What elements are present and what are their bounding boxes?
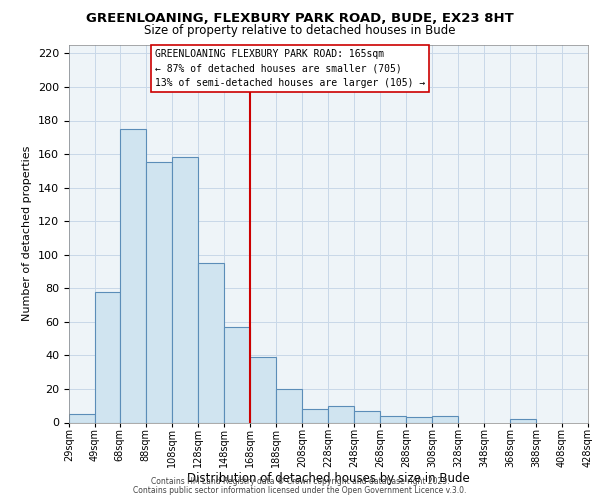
Bar [406, 418, 432, 422]
Bar [354, 411, 380, 422]
Bar [120, 129, 146, 422]
Bar [328, 406, 354, 422]
Y-axis label: Number of detached properties: Number of detached properties [22, 146, 32, 322]
Bar [95, 292, 120, 422]
Text: GREENLOANING, FLEXBURY PARK ROAD, BUDE, EX23 8HT: GREENLOANING, FLEXBURY PARK ROAD, BUDE, … [86, 12, 514, 26]
Text: Size of property relative to detached houses in Bude: Size of property relative to detached ho… [144, 24, 456, 37]
Bar [146, 162, 172, 422]
Bar [510, 419, 536, 422]
Bar [432, 416, 458, 422]
Bar [380, 416, 406, 422]
X-axis label: Distribution of detached houses by size in Bude: Distribution of detached houses by size … [187, 472, 470, 484]
Text: Contains public sector information licensed under the Open Government Licence v.: Contains public sector information licen… [133, 486, 467, 495]
Bar [224, 327, 250, 422]
Text: GREENLOANING FLEXBURY PARK ROAD: 165sqm
← 87% of detached houses are smaller (70: GREENLOANING FLEXBURY PARK ROAD: 165sqm … [155, 49, 425, 88]
Bar [250, 357, 276, 422]
Bar [172, 158, 198, 422]
Bar [69, 414, 95, 422]
Bar [302, 409, 328, 422]
Bar [276, 389, 302, 422]
Bar [198, 263, 224, 422]
Text: Contains HM Land Registry data © Crown copyright and database right 2025.: Contains HM Land Registry data © Crown c… [151, 477, 449, 486]
